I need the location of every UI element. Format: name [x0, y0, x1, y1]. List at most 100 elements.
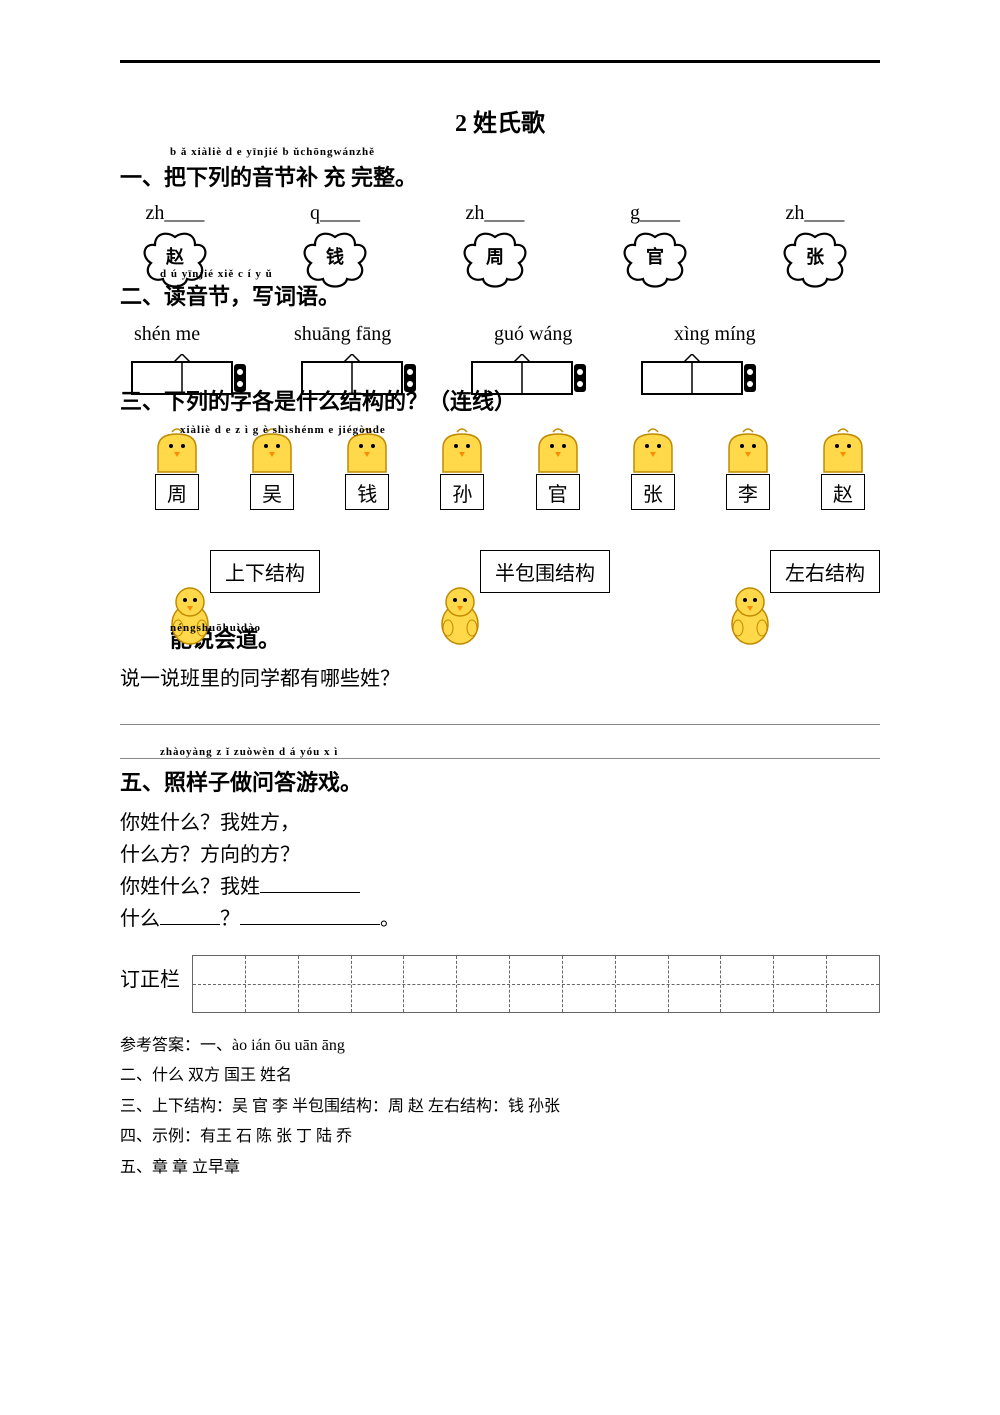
correction-cell	[299, 956, 352, 1012]
section3-struct-row: 上下结构 半包围结构 左右结构	[120, 550, 880, 650]
q5-line: 你姓什么？我姓	[120, 871, 880, 903]
flower-icon: 周	[461, 231, 529, 291]
char-box: 钱	[345, 474, 389, 510]
chick-char-item: 张	[616, 428, 690, 510]
answer-line: 五、章 章 立早章	[120, 1153, 880, 1183]
correction-grid	[192, 955, 880, 1013]
q1-prefix: zh____	[466, 202, 525, 225]
correction-cell	[616, 956, 669, 1012]
chick-char-item: 赵	[806, 428, 880, 510]
chick-icon	[626, 428, 680, 476]
correction-cell	[510, 956, 563, 1012]
q1-prefix: zh____	[786, 202, 845, 225]
q1-item: zh____ 张	[760, 202, 870, 291]
q1-prefix: q____	[310, 202, 360, 225]
correction-cell	[352, 956, 405, 1012]
q5-line: 什么？。	[120, 903, 880, 935]
struct-label: 半包围结构	[480, 550, 610, 593]
q1-char: 周	[486, 243, 504, 269]
chick-char-item: 官	[521, 428, 595, 510]
section4-pinyin-overlay: néngshuōhuìdào	[170, 622, 261, 634]
char-box: 官	[536, 474, 580, 510]
fill-blank	[260, 873, 360, 893]
chick-char-item: 吴	[235, 428, 309, 510]
section2-box-row	[120, 354, 880, 398]
flower-icon: 张	[781, 231, 849, 291]
section5-heading: 五、照样子做问答游戏。	[120, 765, 880, 797]
section1-heading: 一、把下列的音节补 充 完整。	[120, 160, 880, 192]
q1-char: 张	[806, 243, 824, 269]
flower-icon: 钱	[301, 231, 369, 291]
char-box: 赵	[821, 474, 865, 510]
section3-pinyin-overlay: xiàliè d e z ì g è shìshénm e jiégòude	[180, 424, 386, 436]
char-box: 张	[631, 474, 675, 510]
tv-box-icon	[130, 354, 250, 398]
q1-char: 赵	[166, 243, 184, 269]
chick-char-item: 钱	[330, 428, 404, 510]
correction-cell	[563, 956, 616, 1012]
correction-cell	[457, 956, 510, 1012]
chick-char-item: 周	[140, 428, 214, 510]
top-rule	[120, 60, 880, 63]
section1-pinyin: b ǎ xiàliè d e yīnjié b ǔchōngwánzhě	[170, 146, 880, 158]
section5-pinyin-overlay: zhàoyàng z ǐ zuòwèn d á yóu x ì	[160, 746, 338, 758]
section2-pinyin-row: shén me shuāng fāng guó wáng xìng míng	[120, 323, 880, 346]
flower-icon: 官	[621, 231, 689, 291]
chick-icon	[816, 428, 870, 476]
worksheet-title: 2 姓氏歌	[120, 103, 880, 138]
answer-line: 三、上下结构：吴 官 李 半包围结构：周 赵 左右结构：钱 孙张	[120, 1092, 880, 1122]
correction-cell	[246, 956, 299, 1012]
q2-pinyin: shén me	[134, 323, 254, 346]
char-box: 孙	[440, 474, 484, 510]
flower-icon: 赵	[141, 231, 209, 291]
q1-prefix: zh____	[146, 202, 205, 225]
answer-line: 参考答案：一、ào ián ōu uān āng	[120, 1031, 880, 1061]
answer-line: zhàoyàng z ǐ zuòwèn d á yóu x ì	[120, 735, 880, 759]
struct-item: 上下结构	[160, 550, 320, 650]
char-box: 周	[155, 474, 199, 510]
tv-box-icon	[300, 354, 420, 398]
fill-blank	[240, 905, 380, 925]
tv-box-icon	[470, 354, 590, 398]
chick-icon	[531, 428, 585, 476]
char-box: 李	[726, 474, 770, 510]
q2-pinyin: guó wáng	[494, 323, 634, 346]
chick-icon	[721, 428, 775, 476]
q1-item: q____ 钱	[280, 202, 390, 291]
chick-char-item: 李	[711, 428, 785, 510]
answer-line: 二、什么 双方 国王 姓名	[120, 1061, 880, 1091]
correction-cell	[827, 956, 879, 1012]
q1-item: zh____ 周	[440, 202, 550, 291]
q5-line: 什么方？方向的方？	[120, 839, 880, 871]
section4-question: 说一说班里的同学都有哪些姓？	[120, 662, 880, 691]
correction-cell	[404, 956, 457, 1012]
chick-char-item: 孙	[425, 428, 499, 510]
section2-pinyin-overlay: d ú yīnjié xiě c í y ǔ	[160, 268, 273, 280]
struct-label: 左右结构	[770, 550, 880, 593]
chick-icon	[435, 428, 489, 476]
q1-char: 钱	[326, 243, 344, 269]
section5-body: 你姓什么？我姓方， 什么方？方向的方？ 你姓什么？我姓 什么？。	[120, 807, 880, 935]
q1-prefix: g____	[630, 202, 680, 225]
correction-cell	[193, 956, 246, 1012]
answers-block: 参考答案：一、ào ián ōu uān āng 二、什么 双方 国王 姓名 三…	[120, 1031, 880, 1183]
char-box: 吴	[250, 474, 294, 510]
fill-blank	[160, 905, 220, 925]
q2-pinyin: xìng míng	[674, 323, 814, 346]
answer-line	[120, 701, 880, 725]
section3-chars-row: 周 吴 钱 孙	[120, 428, 880, 510]
struct-item: 半包围结构	[430, 550, 610, 650]
q1-char: 官	[646, 243, 664, 269]
q5-line: 你姓什么？我姓方，	[120, 807, 880, 839]
struct-item: 左右结构	[720, 550, 880, 650]
correction-cell	[774, 956, 827, 1012]
q2-pinyin: shuāng fāng	[294, 323, 454, 346]
tv-box-icon	[640, 354, 760, 398]
answer-line: 四、示例：有王 石 陈 张 丁 陆 乔	[120, 1122, 880, 1152]
q1-item: g____ 官	[600, 202, 710, 291]
correction-label: 订正栏	[120, 955, 180, 992]
correction-row: 订正栏	[120, 955, 880, 1013]
struct-label: 上下结构	[210, 550, 320, 593]
correction-cell	[721, 956, 774, 1012]
correction-cell	[669, 956, 722, 1012]
